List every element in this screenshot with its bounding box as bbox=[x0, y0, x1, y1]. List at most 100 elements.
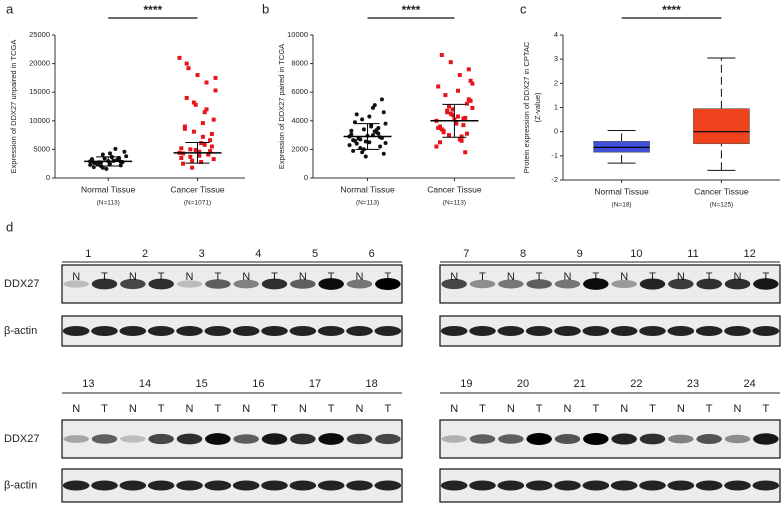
y-tick-label: 5000 bbox=[33, 144, 50, 153]
data-point bbox=[447, 104, 451, 109]
data-point bbox=[461, 116, 466, 121]
data-point bbox=[100, 152, 105, 157]
data-point bbox=[378, 144, 383, 149]
data-point bbox=[193, 102, 198, 107]
data-point bbox=[381, 110, 386, 115]
actin-band bbox=[119, 326, 147, 336]
lane-number: 19 bbox=[460, 378, 472, 390]
data-point bbox=[466, 67, 471, 72]
data-point bbox=[470, 105, 475, 110]
data-point bbox=[439, 53, 444, 58]
sample-label: T bbox=[328, 403, 335, 415]
actin-band bbox=[289, 480, 317, 491]
blot-frame bbox=[439, 315, 781, 347]
data-point bbox=[379, 97, 384, 102]
data-point bbox=[354, 112, 359, 117]
actin-band bbox=[91, 480, 118, 491]
data-point bbox=[459, 134, 464, 139]
sample-label: N bbox=[450, 403, 458, 415]
actin-band bbox=[554, 480, 581, 491]
actin-band bbox=[724, 326, 751, 336]
data-point bbox=[372, 103, 377, 108]
band bbox=[148, 433, 174, 445]
lane-number: 9 bbox=[577, 248, 583, 260]
box bbox=[693, 108, 750, 145]
sample-label: T bbox=[214, 403, 221, 415]
data-point bbox=[202, 142, 207, 147]
band bbox=[668, 278, 694, 290]
band bbox=[318, 278, 344, 290]
data-point bbox=[118, 163, 123, 168]
data-point bbox=[184, 95, 189, 100]
band bbox=[346, 279, 373, 289]
data-point bbox=[199, 159, 204, 164]
actin-band bbox=[724, 480, 751, 491]
lane-number: 18 bbox=[366, 378, 378, 390]
data-point bbox=[361, 127, 366, 132]
data-point bbox=[454, 120, 459, 125]
actin-band bbox=[469, 480, 496, 491]
data-point bbox=[463, 150, 468, 155]
y-tick-label: 4 bbox=[554, 30, 558, 39]
sample-label: T bbox=[536, 403, 543, 415]
significance-label: **** bbox=[402, 3, 421, 17]
panel-letter: c bbox=[520, 1, 527, 16]
lane-number: 4 bbox=[255, 248, 261, 260]
band bbox=[63, 280, 89, 288]
actin-band bbox=[232, 480, 260, 491]
sample-label: T bbox=[328, 271, 335, 283]
data-point bbox=[360, 150, 365, 155]
lane-number: 13 bbox=[82, 378, 94, 390]
data-point bbox=[468, 98, 473, 103]
actin-band bbox=[554, 326, 581, 336]
data-point bbox=[441, 130, 446, 135]
sample-label: N bbox=[186, 403, 194, 415]
sample-label: T bbox=[592, 271, 599, 283]
sample-label: N bbox=[564, 271, 572, 283]
data-point bbox=[465, 131, 469, 136]
data-point bbox=[465, 101, 469, 106]
band bbox=[696, 278, 722, 290]
lane-number: 15 bbox=[196, 378, 208, 390]
data-point bbox=[181, 161, 186, 166]
data-point bbox=[457, 73, 462, 78]
n-label: (N=18) bbox=[612, 202, 632, 209]
band bbox=[148, 278, 174, 290]
sample-label: T bbox=[101, 271, 108, 283]
lane-number: 20 bbox=[517, 378, 529, 390]
sample-label: N bbox=[620, 271, 628, 283]
actin-band bbox=[346, 326, 373, 336]
data-point bbox=[182, 126, 187, 131]
data-point bbox=[108, 151, 112, 156]
data-point bbox=[381, 151, 386, 156]
data-point bbox=[363, 154, 368, 159]
band bbox=[91, 434, 118, 444]
actin-band bbox=[525, 480, 553, 491]
data-point bbox=[211, 157, 216, 162]
band bbox=[346, 433, 373, 445]
data-point bbox=[360, 117, 365, 122]
actin-band bbox=[374, 326, 402, 336]
data-point bbox=[347, 143, 352, 148]
sample-label: N bbox=[677, 271, 685, 283]
data-point bbox=[436, 84, 441, 89]
band bbox=[724, 434, 751, 444]
data-point bbox=[456, 88, 460, 93]
band bbox=[290, 279, 316, 289]
n-label: (N=113) bbox=[356, 200, 379, 207]
data-point bbox=[100, 165, 105, 170]
sample-label: N bbox=[186, 271, 194, 283]
band bbox=[233, 434, 259, 444]
data-point bbox=[448, 60, 453, 65]
data-point bbox=[443, 93, 448, 98]
data-point bbox=[177, 55, 182, 60]
lane-number: 23 bbox=[687, 378, 699, 390]
row-label: DDX27 bbox=[4, 278, 39, 290]
band bbox=[176, 433, 203, 445]
band bbox=[469, 279, 496, 289]
band bbox=[611, 433, 637, 445]
sample-label: T bbox=[592, 403, 599, 415]
sample-label: N bbox=[299, 403, 307, 415]
data-point bbox=[191, 129, 196, 134]
y-tick-label: 1 bbox=[554, 102, 558, 111]
